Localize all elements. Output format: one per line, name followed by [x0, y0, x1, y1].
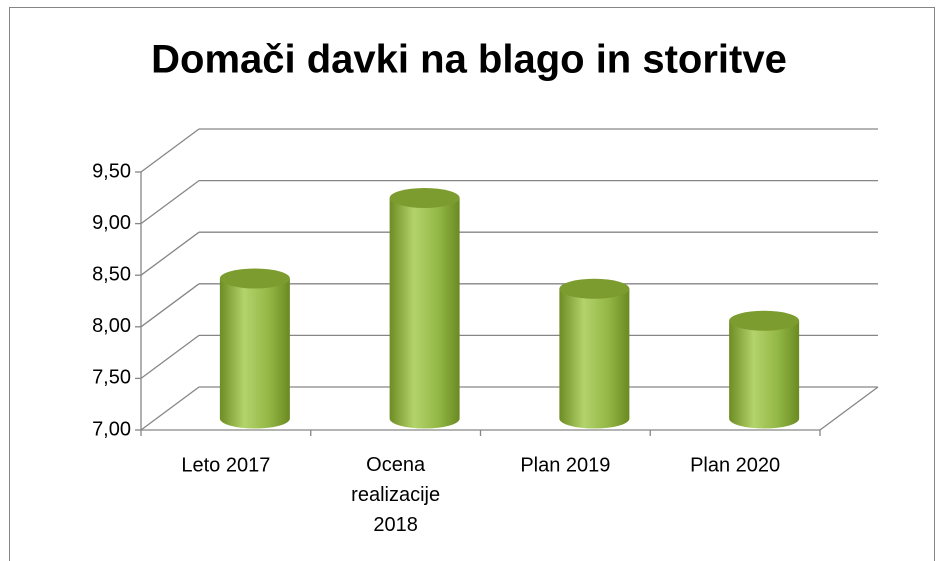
x-tick-label: Plan 2020	[690, 454, 780, 476]
chart-title: Domači davki na blago in storitve	[151, 38, 787, 82]
x-tick-label: Ocena realizacije 2018	[351, 454, 440, 536]
bar	[559, 288, 630, 429]
grid-line	[140, 128, 200, 173]
bar	[729, 320, 800, 429]
grid-line	[140, 231, 200, 276]
grid-line	[140, 180, 200, 225]
y-tick-label: 9,00	[92, 212, 131, 234]
y-tick-label: 7,00	[92, 418, 131, 440]
floor-right	[819, 386, 879, 431]
grid-line	[140, 334, 200, 379]
grid-line	[140, 386, 200, 431]
x-tick-label: Leto 2017	[181, 454, 270, 476]
bar-top	[729, 310, 800, 331]
bar	[389, 197, 460, 429]
bar-top	[219, 268, 290, 289]
y-tick-label: 9,50	[92, 160, 131, 182]
x-tick-label: Plan 2019	[520, 454, 610, 476]
y-tick-label: 8,00	[92, 315, 131, 337]
bar-top	[389, 187, 460, 208]
y-tick-label: 8,50	[92, 263, 131, 285]
bar-top	[559, 278, 630, 299]
y-tick-label: 7,50	[92, 367, 131, 389]
grid-line	[140, 283, 200, 328]
bar	[219, 278, 290, 429]
